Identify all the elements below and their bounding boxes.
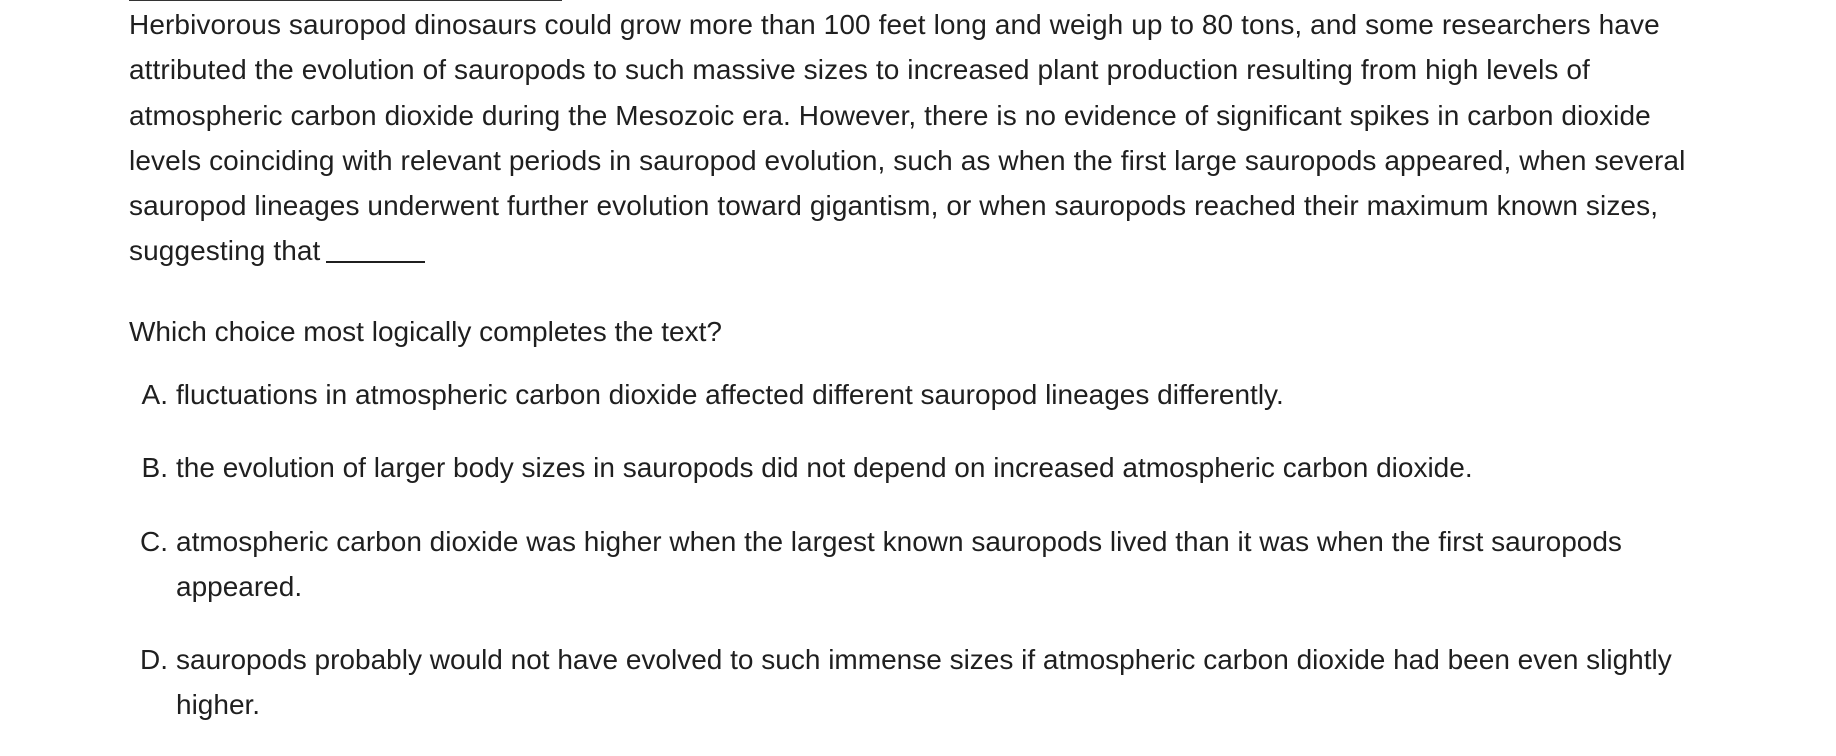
choice-letter-d: D. [129,637,176,682]
choice-c[interactable]: C. atmospheric carbon dioxide was higher… [129,519,1729,610]
choice-letter-label: C. [140,525,168,557]
top-divider [129,0,562,1]
choice-text-d: sauropods probably would not have evolve… [176,644,1672,721]
choice-letter-label: D. [140,644,168,676]
choice-d[interactable]: D. sauropods probably would not have evo… [129,637,1729,728]
choice-b[interactable]: B. the evolution of larger body sizes in… [129,445,1729,490]
fill-in-blank [326,261,426,264]
choice-letter-label: A. [141,379,168,410]
choice-a[interactable]: A. fluctuations in atmospheric carbon di… [129,372,1729,417]
choice-letter-b: B. [129,445,176,490]
choice-letter-label: B. [141,452,168,484]
answer-choices: A. fluctuations in atmospheric carbon di… [129,372,1729,756]
question-prompt: Which choice most logically completes th… [129,316,722,347]
passage-text: Herbivorous sauropod dinosaurs could gro… [129,2,1709,274]
choice-letter-a: A. [129,372,176,417]
choice-letter-c: C. [129,519,176,564]
choice-text-b: the evolution of larger body sizes in sa… [176,452,1473,484]
choice-text-a: fluctuations in atmospheric carbon dioxi… [176,379,1284,410]
choice-text-c: atmospheric carbon dioxide was higher wh… [176,525,1622,602]
passage-body: Herbivorous sauropod dinosaurs could gro… [129,9,1686,267]
